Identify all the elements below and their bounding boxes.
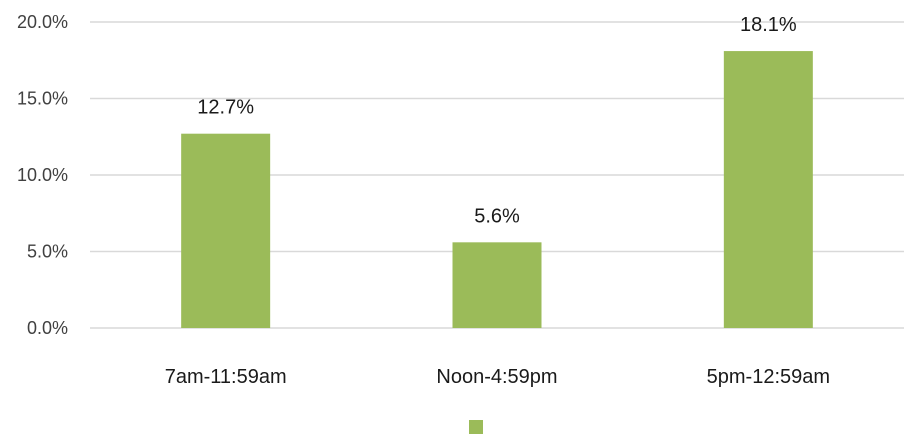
legend <box>469 420 483 434</box>
bar-2 <box>723 51 813 328</box>
y-axis-ticks: 0.0% 5.0% 10.0% 15.0% 20.0% <box>17 12 68 338</box>
category-label: Noon-4:59pm <box>436 366 557 388</box>
y-tick-label: 10.0% <box>17 165 68 185</box>
data-label: 18.1% <box>740 14 797 36</box>
y-tick-label: 20.0% <box>17 12 68 32</box>
x-axis-categories: 7am-11:59am Noon-4:59pm 5pm-12:59am <box>165 366 830 388</box>
y-tick-label: 15.0% <box>17 89 68 109</box>
bar-1 <box>452 242 542 328</box>
y-tick-label: 0.0% <box>27 318 68 338</box>
data-label: 12.7% <box>197 97 254 119</box>
category-label: 5pm-12:59am <box>707 366 830 388</box>
data-labels: 12.7% 5.6% 18.1% <box>197 14 797 227</box>
category-label: 7am-11:59am <box>165 366 287 388</box>
y-tick-label: 5.0% <box>27 242 68 262</box>
bar-0 <box>181 133 271 328</box>
data-label: 5.6% <box>474 205 520 227</box>
bars <box>181 51 813 328</box>
legend-swatch <box>469 420 483 434</box>
